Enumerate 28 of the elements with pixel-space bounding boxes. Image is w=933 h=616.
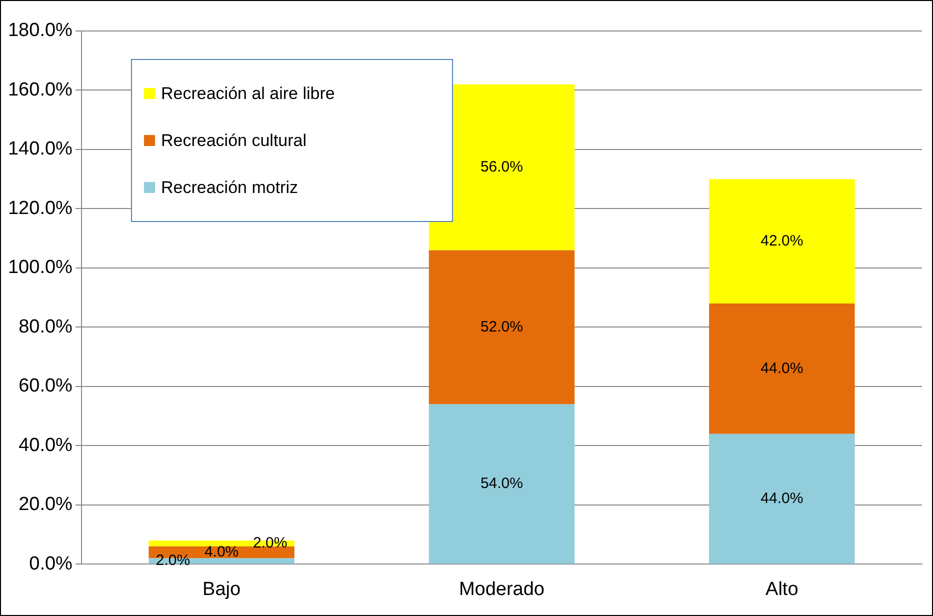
y-tick-label: 160.0% <box>8 79 73 100</box>
data-label: 52.0% <box>480 318 523 336</box>
legend-label: Recreación motriz <box>161 178 298 198</box>
y-tick-label: 140.0% <box>8 138 73 160</box>
y-tick-label: 0.0% <box>29 553 73 574</box>
y-tick-label: 120.0% <box>8 198 73 219</box>
data-label: 44.0% <box>760 490 804 507</box>
data-label: 54.0% <box>480 475 523 492</box>
data-label: 56.0% <box>480 158 523 176</box>
y-tick-label: 60.0% <box>18 376 73 397</box>
bar <box>428 250 575 404</box>
x-tick-label: Bajo <box>202 578 241 600</box>
x-tick-label: Alto <box>766 578 798 600</box>
y-tick-label: 20.0% <box>18 494 73 516</box>
y-tick-label: 80.0% <box>18 316 73 338</box>
data-label: 44.0% <box>760 360 804 377</box>
x-tick-label: Moderado <box>458 578 544 600</box>
bar <box>428 404 575 564</box>
data-label: 4.0% <box>204 543 239 560</box>
legend-label: Recreación al aire libre <box>161 84 335 104</box>
bar <box>709 434 855 564</box>
bar <box>709 179 855 304</box>
legend-label: Recreación cultural <box>161 130 307 150</box>
data-label: 42.0% <box>760 232 804 250</box>
y-tick-label: 180.0% <box>8 20 73 42</box>
bar <box>709 304 855 434</box>
y-tick-label: 40.0% <box>18 434 73 456</box>
y-tick-label: 100.0% <box>8 257 73 278</box>
